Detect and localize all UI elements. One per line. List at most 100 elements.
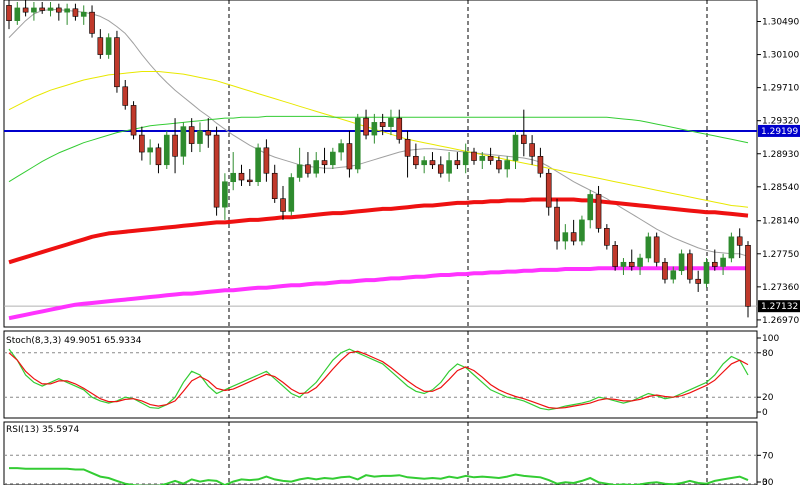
- candle[interactable]: [230, 152, 237, 191]
- candle[interactable]: [670, 266, 677, 284]
- candle[interactable]: [213, 126, 220, 216]
- stochastic-label: Stoch(8,3,3) 49.9051 65.9334: [6, 336, 142, 346]
- candle-body: [346, 143, 353, 170]
- candle[interactable]: [147, 139, 153, 165]
- candle[interactable]: [188, 118, 195, 153]
- candle[interactable]: [562, 224, 569, 250]
- candle[interactable]: [56, 3, 62, 21]
- candle[interactable]: [736, 228, 743, 259]
- candle[interactable]: [114, 30, 120, 93]
- candle[interactable]: [97, 29, 104, 59]
- candle[interactable]: [396, 109, 403, 144]
- candle[interactable]: [14, 2, 21, 25]
- stochastic-panel[interactable]: 100 80 20 0 Stoch(8,3,3) 49.9051 65.9334: [3, 330, 779, 419]
- candle[interactable]: [354, 113, 361, 174]
- candle[interactable]: [570, 219, 577, 246]
- candle[interactable]: [537, 147, 544, 178]
- candle[interactable]: [595, 185, 602, 233]
- candle[interactable]: [496, 156, 502, 174]
- candle[interactable]: [504, 156, 511, 178]
- candle[interactable]: [520, 109, 527, 157]
- candle[interactable]: [487, 147, 494, 165]
- candle[interactable]: [263, 139, 270, 182]
- candle[interactable]: [222, 173, 228, 220]
- candle-body: [703, 261, 710, 284]
- candle[interactable]: [620, 258, 627, 275]
- candle[interactable]: [172, 118, 178, 174]
- candle[interactable]: [512, 130, 519, 170]
- candle[interactable]: [22, 0, 29, 17]
- candle[interactable]: [687, 249, 693, 284]
- candle[interactable]: [280, 185, 286, 220]
- candle[interactable]: [139, 126, 145, 161]
- candle[interactable]: [587, 190, 594, 229]
- candle[interactable]: [47, 2, 54, 17]
- candle[interactable]: [64, 3, 70, 25]
- candle[interactable]: [246, 169, 253, 186]
- candle[interactable]: [479, 152, 486, 170]
- candle[interactable]: [197, 122, 203, 153]
- candle[interactable]: [330, 147, 336, 170]
- candle[interactable]: [703, 258, 710, 288]
- candle[interactable]: [105, 33, 112, 59]
- candle[interactable]: [6, 0, 12, 30]
- candle[interactable]: [728, 232, 735, 263]
- candle[interactable]: [612, 241, 618, 271]
- candle[interactable]: [604, 224, 610, 250]
- candle[interactable]: [404, 130, 411, 178]
- candle[interactable]: [471, 147, 477, 165]
- candle[interactable]: [446, 152, 452, 182]
- candle[interactable]: [313, 152, 320, 178]
- candle[interactable]: [413, 143, 419, 170]
- candle[interactable]: [163, 130, 170, 170]
- candle[interactable]: [628, 249, 635, 271]
- candle[interactable]: [579, 215, 585, 246]
- candle[interactable]: [155, 143, 162, 174]
- candle[interactable]: [454, 152, 461, 170]
- candle[interactable]: [39, 2, 46, 14]
- candle[interactable]: [305, 152, 311, 178]
- candle[interactable]: [338, 139, 344, 161]
- candle[interactable]: [288, 173, 295, 216]
- rsi-tick-label: 70: [762, 451, 774, 461]
- candle[interactable]: [271, 164, 278, 203]
- candle[interactable]: [130, 101, 137, 140]
- candle[interactable]: [437, 156, 444, 178]
- candle[interactable]: [80, 5, 87, 25]
- candle[interactable]: [205, 118, 212, 148]
- candle[interactable]: [554, 198, 560, 250]
- candle[interactable]: [180, 122, 187, 165]
- candle[interactable]: [545, 169, 552, 216]
- candle[interactable]: [529, 135, 535, 165]
- rsi-panel[interactable]: 70 300 RSI(13) 35.5974: [3, 421, 774, 485]
- candle[interactable]: [695, 270, 701, 292]
- candle[interactable]: [379, 113, 386, 136]
- candle[interactable]: [89, 5, 95, 38]
- candle[interactable]: [238, 164, 245, 186]
- candle[interactable]: [745, 241, 751, 318]
- candle[interactable]: [346, 130, 353, 178]
- candle[interactable]: [363, 109, 369, 140]
- candle-body: [296, 164, 303, 178]
- candle[interactable]: [662, 258, 668, 284]
- candle[interactable]: [296, 147, 303, 182]
- candle[interactable]: [255, 143, 261, 186]
- candle[interactable]: [321, 147, 328, 174]
- candle[interactable]: [711, 249, 718, 271]
- candle[interactable]: [637, 253, 643, 275]
- candle-body: [64, 8, 70, 13]
- candle[interactable]: [122, 79, 129, 110]
- candle[interactable]: [720, 253, 726, 275]
- price-panel[interactable]: 1.30490 1.30100 1.29710 1.29320 1.28930 1.285…: [3, 0, 800, 328]
- candle[interactable]: [72, 3, 79, 21]
- candle[interactable]: [678, 249, 685, 275]
- candle[interactable]: [429, 152, 436, 170]
- candle[interactable]: [462, 143, 469, 174]
- candle[interactable]: [371, 113, 378, 144]
- candle[interactable]: [31, 2, 37, 21]
- candle[interactable]: [388, 109, 394, 136]
- candle[interactable]: [421, 156, 427, 174]
- candle[interactable]: [653, 232, 660, 267]
- candle[interactable]: [645, 232, 652, 263]
